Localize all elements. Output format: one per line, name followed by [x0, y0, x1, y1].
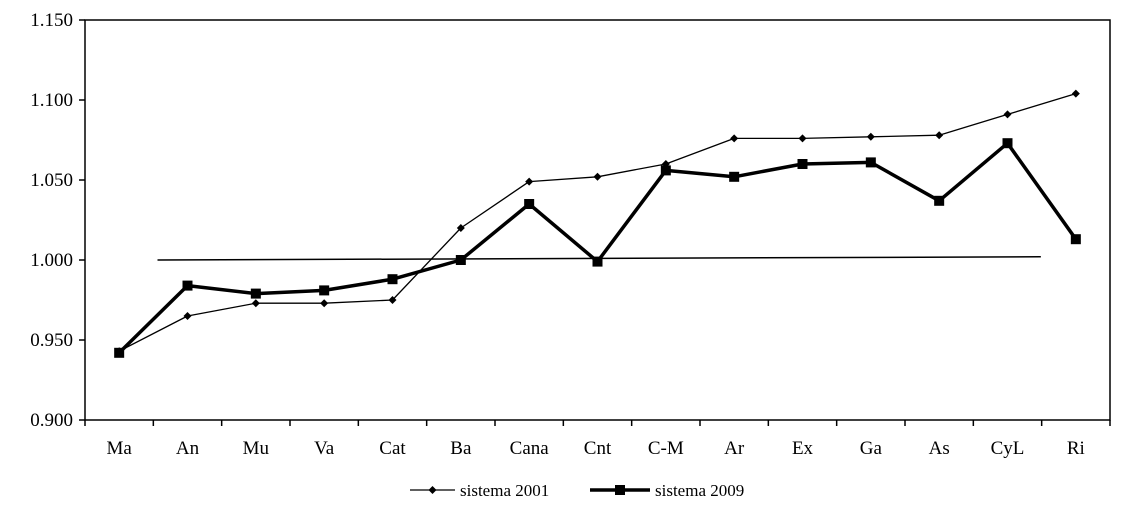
data-point — [797, 159, 808, 169]
y-tick-label: 0.950 — [30, 330, 73, 351]
x-tick-label: Ex — [792, 438, 814, 459]
data-point — [524, 199, 535, 209]
data-point — [388, 296, 397, 304]
data-point — [660, 165, 671, 176]
data-point — [456, 224, 465, 232]
y-tick-label: 1.150 — [30, 10, 73, 31]
x-tick-label: Ma — [107, 438, 133, 459]
y-tick-label: 1.100 — [30, 90, 73, 111]
data-point — [320, 299, 329, 308]
data-point — [729, 171, 740, 182]
data-point — [865, 157, 876, 168]
data-point — [593, 172, 602, 181]
plot-area — [84, 19, 1111, 421]
legend-label: sistema 2009 — [655, 481, 744, 500]
data-point — [935, 131, 944, 140]
data-point — [592, 256, 603, 267]
y-axis: 0.900 0.950 1.000 1.050 1.100 1.150 — [30, 10, 85, 431]
x-tick-label: Va — [314, 438, 335, 459]
data-point — [798, 134, 807, 143]
x-tick-label: As — [929, 438, 950, 459]
x-tick-label: C-M — [648, 438, 684, 459]
data-point — [455, 255, 466, 265]
data-point — [730, 134, 739, 143]
data-point — [251, 299, 260, 308]
data-point — [1070, 234, 1081, 245]
legend: sistema 2001 sistema 2009 — [410, 481, 744, 500]
data-point — [934, 195, 945, 206]
data-point — [525, 177, 534, 186]
legend-marker — [615, 485, 625, 495]
x-tick-label: Cana — [510, 438, 550, 459]
legend-item-1: sistema 2001 — [410, 481, 549, 500]
y-tick-label: 1.050 — [30, 170, 73, 191]
legend-item-2: sistema 2009 — [590, 481, 744, 500]
data-point — [114, 347, 125, 358]
data-point — [387, 274, 398, 285]
data-point — [1002, 138, 1013, 149]
data-point — [319, 285, 330, 296]
x-tick-label: Ga — [860, 438, 883, 459]
series-1 — [115, 89, 1080, 356]
x-tick-label: An — [176, 438, 200, 459]
data-point — [1071, 89, 1080, 98]
series-line — [118, 92, 1077, 352]
x-tick-label: Mu — [243, 438, 270, 459]
plot-frame — [84, 19, 1111, 421]
series-2 — [114, 138, 1081, 358]
data-point — [183, 312, 192, 320]
legend-label: sistema 2001 — [460, 481, 549, 500]
data-point — [250, 288, 261, 299]
x-tick-label: Ri — [1067, 438, 1085, 459]
x-axis: Ma An Mu Va Cat Ba Cana Cnt C-M Ar Ex Ga As CyL Ri — [84, 420, 1111, 459]
y-tick-label: 1.000 — [30, 250, 73, 271]
x-tick-label: Ba — [450, 438, 472, 459]
data-point — [1003, 110, 1012, 119]
series-layer — [114, 89, 1081, 358]
x-tick-label: Cat — [379, 438, 406, 459]
x-tick-label: Cnt — [584, 438, 612, 459]
legend-marker — [428, 486, 437, 494]
x-tick-label: CyL — [991, 438, 1025, 459]
data-point — [182, 280, 193, 291]
data-point — [866, 132, 875, 141]
x-tick-label: Ar — [724, 438, 745, 459]
y-tick-label: 0.900 — [30, 410, 73, 431]
